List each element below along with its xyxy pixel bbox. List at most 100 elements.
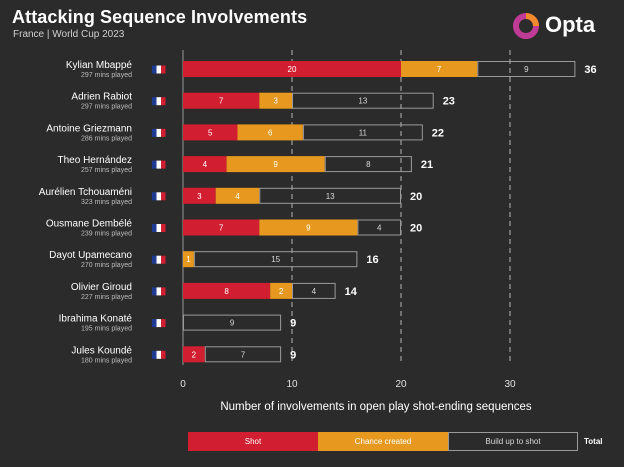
total-label: 23	[443, 96, 455, 108]
chart-subtitle: France | World Cup 2023	[13, 29, 125, 40]
flag-white	[156, 350, 161, 359]
bar-build-up	[183, 314, 282, 331]
bar-build-up	[292, 282, 336, 299]
player-name: Antoine Griezmann	[46, 123, 132, 134]
player-name: Ibrahima Konaté	[59, 314, 133, 325]
segment-label: 9	[524, 65, 529, 74]
player-minutes: 297 mins played	[81, 104, 132, 111]
bar-chance-created	[226, 156, 325, 173]
flag-blue	[152, 192, 157, 201]
player-minutes: 227 mins played	[81, 294, 132, 301]
bar-build-up	[357, 219, 401, 236]
player-name: Aurélien Tchouaméni	[39, 187, 132, 198]
segment-label: 9	[306, 224, 311, 233]
bar-chance-created	[259, 92, 292, 109]
segment-label: 13	[326, 192, 335, 201]
bar-shot	[183, 61, 401, 77]
flag-blue	[152, 128, 157, 137]
segment-label: 7	[437, 65, 442, 74]
bar-shot	[183, 156, 227, 173]
bar-build-up	[324, 156, 412, 173]
flag-white	[156, 255, 161, 264]
segment-label: 4	[235, 192, 240, 201]
player-minutes: 195 mins played	[81, 326, 132, 333]
flag-red	[161, 97, 166, 106]
segment-label: 4	[377, 224, 382, 233]
bar-shot	[183, 92, 260, 109]
bar-build-up	[477, 61, 576, 77]
player-name: Olivier Giroud	[71, 282, 132, 293]
total-label: 20	[410, 191, 422, 203]
segment-label: 4	[203, 160, 208, 169]
player-name: Theo Hernández	[58, 155, 133, 166]
player-minutes: 270 mins played	[81, 262, 132, 269]
flag-white	[156, 192, 161, 201]
bar-build-up	[193, 251, 358, 268]
total-label: 21	[421, 159, 433, 171]
flag-red	[161, 192, 166, 201]
player-minutes: 239 mins played	[81, 231, 132, 238]
flag-white	[156, 287, 161, 296]
flag-red	[161, 350, 166, 359]
flag-red	[161, 65, 166, 74]
player-name: Jules Koundé	[71, 345, 132, 356]
segment-label: 15	[271, 255, 280, 264]
bar-chance-created	[401, 61, 478, 77]
segment-label: 9	[273, 160, 278, 169]
bar-chance-created	[270, 282, 292, 299]
player-name: Adrien Rabiot	[71, 92, 132, 103]
flag-white	[156, 128, 161, 137]
flag-red	[161, 224, 166, 232]
total-label: 36	[584, 64, 596, 76]
segment-label: 13	[358, 97, 367, 106]
flag-blue	[152, 287, 157, 296]
segment-label: 5	[208, 128, 213, 137]
legend: Shot Chance created Build up to shot	[188, 432, 578, 451]
segment-label: 2	[192, 350, 197, 359]
player-minutes: 286 mins played	[81, 135, 132, 142]
segment-label: 7	[241, 350, 246, 359]
flag-blue	[152, 255, 157, 264]
flag-white	[156, 65, 161, 74]
player-minutes: 297 mins played	[81, 72, 132, 79]
flag-white	[156, 319, 161, 328]
segment-label: 9	[230, 319, 235, 328]
x-tick-label: 20	[395, 379, 407, 390]
bar-chance-created	[259, 219, 358, 236]
flag-red	[161, 319, 166, 328]
x-tick-label: 10	[286, 379, 298, 390]
bar-chance-created	[215, 187, 260, 204]
flag-white	[156, 97, 161, 106]
segment-label: 8	[366, 160, 371, 169]
bar-shot	[183, 187, 216, 204]
flag-red	[161, 287, 166, 296]
total-label: 20	[410, 223, 422, 235]
player-name: Kylian Mbappé	[66, 60, 133, 71]
segment-label: 6	[268, 128, 273, 137]
segment-label: 7	[219, 97, 224, 106]
legend-chance-created: Chance created	[318, 432, 448, 451]
bar-build-up	[292, 92, 434, 109]
opta-logo-text: Opta	[545, 12, 596, 37]
segment-label: 4	[312, 287, 317, 296]
total-label: 9	[290, 349, 296, 361]
total-label: 9	[290, 318, 296, 330]
x-tick-label: 30	[504, 379, 516, 390]
segment-label: 2	[279, 287, 284, 296]
flag-red	[161, 128, 166, 137]
flag-blue	[152, 65, 157, 74]
segment-label: 7	[219, 224, 224, 233]
legend-shot: Shot	[188, 432, 318, 451]
bar-chance-created	[237, 124, 303, 141]
flag-red	[161, 160, 166, 169]
flag-red	[161, 255, 166, 264]
legend-build-up: Build up to shot	[448, 432, 578, 451]
chart-title: Attacking Sequence Involvements	[12, 7, 308, 27]
player-minutes: 180 mins played	[81, 357, 132, 364]
opta-logo	[513, 13, 539, 39]
player-name: Ousmane Dembélé	[46, 219, 133, 230]
bar-shot	[183, 219, 260, 236]
bar-shot	[183, 346, 205, 363]
flag-blue	[152, 97, 157, 106]
total-label: 14	[345, 286, 358, 298]
